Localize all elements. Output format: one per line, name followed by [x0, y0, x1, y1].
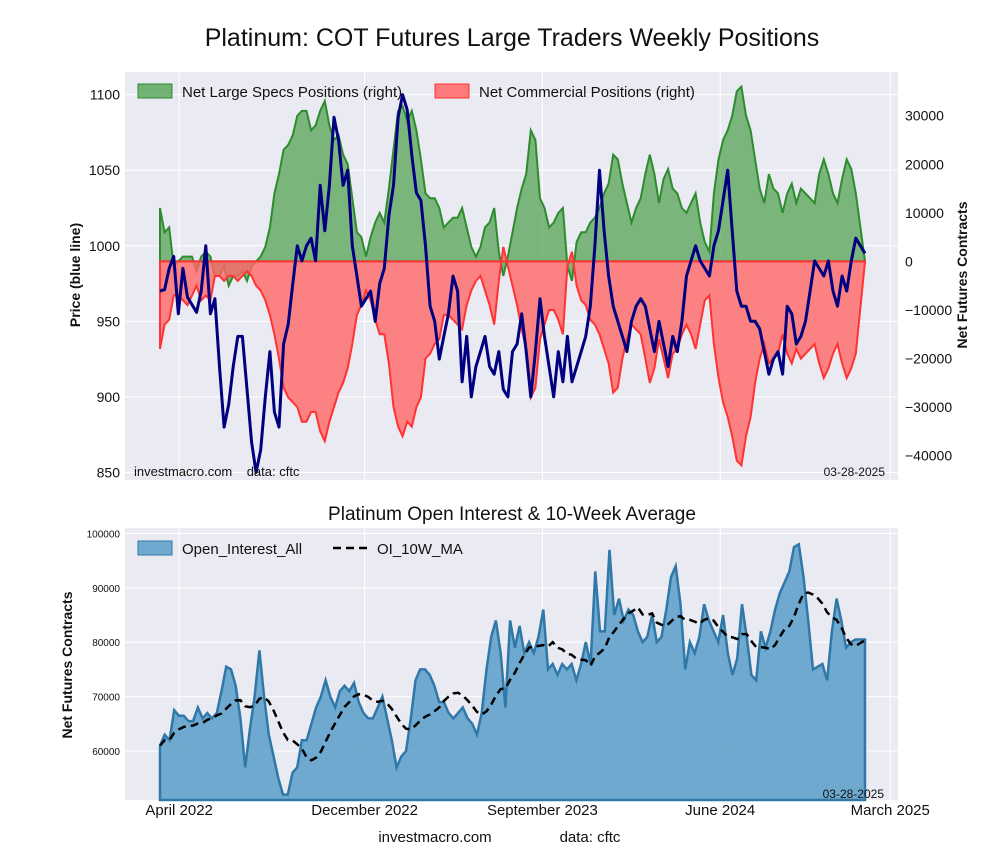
- bottom-xtick-label: September 2023: [487, 802, 598, 819]
- legend-oi-label: Open_Interest_All: [182, 541, 302, 558]
- top-ylabel-right: Net Futures Contracts: [954, 201, 970, 348]
- top-ytick-right-label: −30000: [905, 399, 952, 415]
- footer-site: investmacro.com: [378, 829, 491, 846]
- top-panel: 850 900 950 1000 1050 1100 −40000 −30000 −20000…: [67, 72, 970, 480]
- bottom-yticks: 60000 70000 80000 90000 100000: [87, 529, 121, 758]
- top-ytick-left-label: 950: [97, 313, 121, 329]
- bottom-title: Platinum Open Interest & 10-Week Average: [328, 504, 696, 525]
- bottom-xticks: April 2022 December 2022 September 2023 Jun…: [145, 802, 930, 819]
- legend-comm-label: Net Commercial Positions (right): [479, 84, 695, 101]
- oi-10w-ma-line: [159, 591, 866, 762]
- bottom-ytick-label: 60000: [92, 747, 120, 758]
- top-ytick-right-label: 30000: [905, 108, 944, 124]
- legend-oi-swatch: [137, 540, 173, 556]
- bottom-ytick-label: 90000: [92, 584, 120, 595]
- bottom-ylabel: Net Futures Contracts: [59, 591, 75, 738]
- top-ytick-left-label: 1050: [89, 162, 120, 178]
- footer-source: data: cftc: [560, 829, 621, 846]
- top-ytick-right-label: 10000: [905, 205, 944, 221]
- legend-comm-swatch: [434, 83, 470, 99]
- commercial-area: [159, 246, 867, 468]
- specs-area: [159, 84, 867, 289]
- bottom-ytick-label: 80000: [92, 638, 120, 649]
- top-yticks-left: 850 900 950 1000 1050 1100: [89, 87, 120, 481]
- bottom-legend: Open_Interest_All OI_10W_MA: [137, 540, 463, 558]
- top-ytick-left-label: 850: [97, 464, 121, 480]
- top-legend: Net Large Specs Positions (right) Net Co…: [137, 83, 695, 101]
- top-ytick-right-label: −40000: [905, 448, 952, 464]
- legend-specs-swatch: [137, 83, 173, 99]
- top-ytick-right-label: 20000: [905, 156, 944, 172]
- bottom-ytick-label: 70000: [92, 693, 120, 704]
- main-title: Platinum: COT Futures Large Traders Week…: [205, 24, 820, 52]
- top-ylabel-left: Price (blue line): [67, 223, 83, 327]
- top-source-annotation: investmacro.com data: cftc: [134, 464, 300, 479]
- bottom-ytick-label: 100000: [87, 529, 121, 540]
- bottom-date-annotation: 03-28-2025: [823, 787, 885, 801]
- top-ytick-left-label: 1000: [89, 238, 120, 254]
- bottom-xtick-label: June 2024: [685, 802, 755, 819]
- price-line: [159, 93, 867, 474]
- legend-specs-label: Net Large Specs Positions (right): [182, 84, 402, 101]
- top-ytick-left-label: 1100: [90, 87, 120, 103]
- bottom-panel: 60000 70000 80000 90000 100000 April 2022 Dec…: [59, 528, 930, 819]
- top-yticks-right: −40000 −30000 −20000 −10000 0 10000 20000 30000: [905, 108, 952, 464]
- top-ytick-right-label: 0: [905, 253, 913, 269]
- top-ytick-right-label: −20000: [905, 351, 952, 367]
- bottom-xtick-label: December 2022: [311, 802, 418, 819]
- top-date-annotation: 03-28-2025: [824, 465, 886, 479]
- open-interest-area: [158, 542, 867, 802]
- bottom-xtick-label: March 2025: [851, 802, 930, 819]
- bottom-xtick-label: April 2022: [145, 802, 213, 819]
- top-ytick-right-label: −10000: [905, 302, 952, 318]
- top-ytick-left-label: 900: [97, 389, 121, 405]
- legend-ma-label: OI_10W_MA: [377, 541, 463, 558]
